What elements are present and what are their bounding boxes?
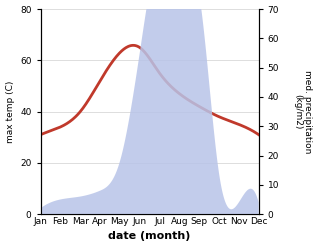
X-axis label: date (month): date (month) <box>108 231 191 242</box>
Y-axis label: med. precipitation
(kg/m2): med. precipitation (kg/m2) <box>293 70 313 153</box>
Y-axis label: max temp (C): max temp (C) <box>5 80 15 143</box>
